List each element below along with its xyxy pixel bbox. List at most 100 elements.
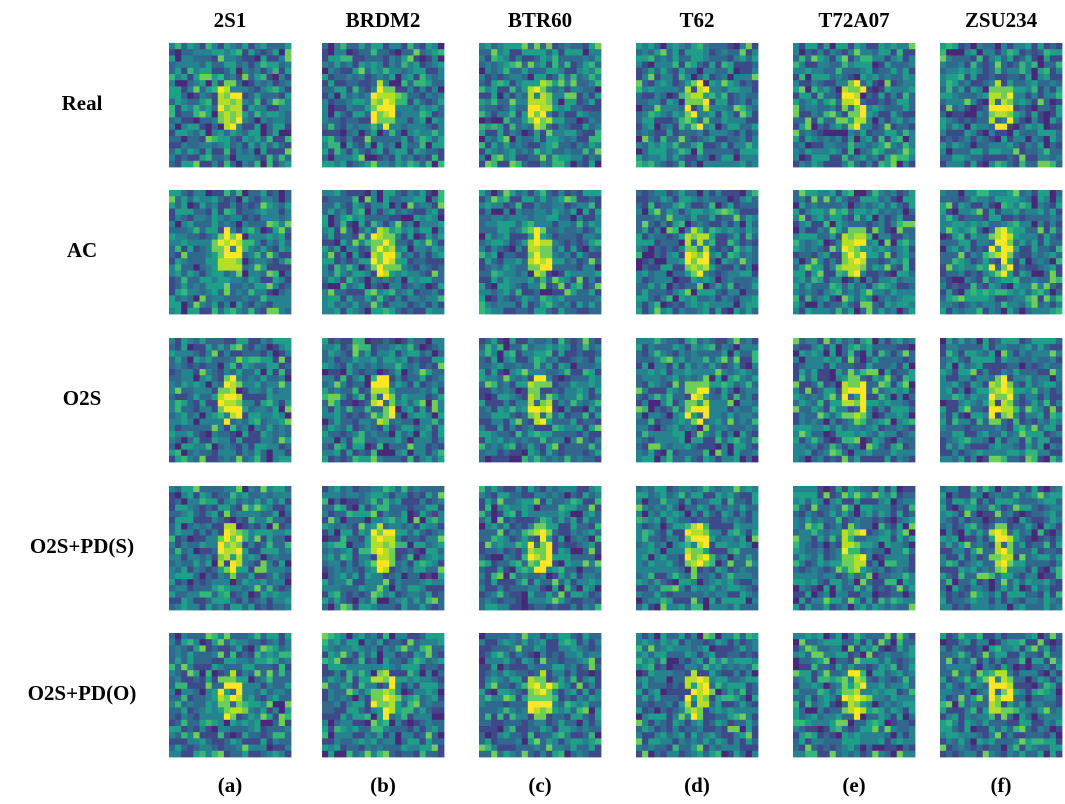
pixel [334, 43, 341, 50]
pixel [648, 49, 655, 56]
pixel [248, 136, 255, 143]
pixel [206, 246, 213, 253]
pixel [540, 105, 547, 112]
pixel [414, 227, 421, 234]
pixel [1013, 74, 1020, 81]
pixel [691, 246, 698, 253]
pixel [667, 289, 674, 296]
pixel [995, 277, 1002, 284]
pixel [242, 74, 249, 81]
pixel [426, 74, 433, 81]
pixel [212, 295, 219, 302]
pixel [1001, 308, 1008, 315]
pixel [510, 93, 517, 100]
pixel [660, 62, 667, 69]
pixel [793, 124, 800, 131]
pixel [1001, 86, 1008, 93]
pixel [254, 289, 261, 296]
pixel [359, 136, 366, 143]
pixel [691, 55, 698, 62]
pixel [328, 142, 335, 149]
pixel [285, 264, 292, 271]
pixel [491, 308, 498, 315]
pixel [703, 93, 710, 100]
pixel [746, 221, 753, 228]
pixel [273, 308, 280, 315]
pixel [679, 215, 686, 222]
pixel [709, 308, 716, 315]
pixel [193, 246, 200, 253]
pixel [516, 240, 523, 247]
pixel [636, 136, 643, 143]
pixel [583, 190, 590, 197]
pixel [1019, 227, 1026, 234]
pixel [187, 215, 194, 222]
pixel [407, 111, 414, 118]
pixel [218, 388, 225, 395]
pixel [346, 74, 353, 81]
pixel [697, 202, 704, 209]
pixel [279, 252, 286, 259]
pixel [878, 111, 885, 118]
pixel [261, 246, 268, 253]
pixel [181, 233, 188, 240]
pixel [577, 80, 584, 87]
pixel [389, 43, 396, 50]
pixel [848, 202, 855, 209]
pixel [340, 80, 347, 87]
pixel [866, 302, 873, 309]
pixel [824, 136, 831, 143]
pixel [842, 99, 849, 106]
pixel [371, 252, 378, 259]
pixel [971, 130, 978, 137]
pixel [169, 99, 176, 106]
pixel [383, 227, 390, 234]
pixel [691, 227, 698, 234]
pixel [805, 55, 812, 62]
pixel [799, 302, 806, 309]
pixel [679, 93, 686, 100]
pixel [824, 93, 831, 100]
pixel [971, 80, 978, 87]
pixel [187, 277, 194, 284]
pixel [187, 86, 194, 93]
pixel [187, 369, 194, 376]
pixel [267, 381, 274, 388]
pixel [995, 62, 1002, 69]
pixel [212, 202, 219, 209]
pixel [377, 283, 384, 290]
pixel [389, 252, 396, 259]
pixel [1013, 233, 1020, 240]
pixel [248, 202, 255, 209]
pixel [964, 117, 971, 124]
pixel [703, 264, 710, 271]
pixel [891, 302, 898, 309]
pixel [267, 196, 274, 203]
pixel [648, 289, 655, 296]
pixel [389, 93, 396, 100]
pixel [805, 295, 812, 302]
pixel [206, 148, 213, 155]
pixel [242, 142, 249, 149]
pixel [279, 308, 286, 315]
pixel [497, 105, 504, 112]
pixel [673, 271, 680, 278]
pixel [522, 49, 529, 56]
pixel [673, 93, 680, 100]
pixel [212, 155, 219, 162]
pixel [958, 55, 965, 62]
pixel [540, 161, 547, 168]
pixel [273, 190, 280, 197]
pixel [353, 240, 360, 247]
pixel [805, 93, 812, 100]
pixel [212, 240, 219, 247]
pixel [989, 155, 996, 162]
pixel [1007, 289, 1014, 296]
pixel [395, 74, 402, 81]
pixel [734, 190, 741, 197]
pixel [673, 55, 680, 62]
pixel [589, 105, 596, 112]
pixel [187, 233, 194, 240]
pixel [181, 240, 188, 247]
pixel [648, 264, 655, 271]
